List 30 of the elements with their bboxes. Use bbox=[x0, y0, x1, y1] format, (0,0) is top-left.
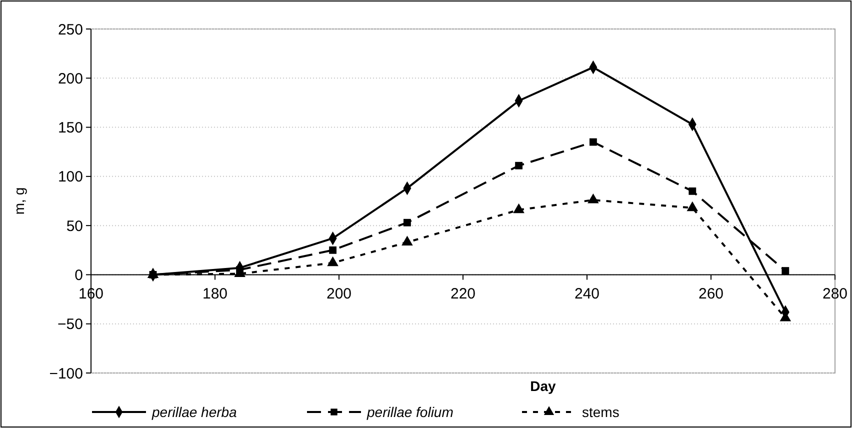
point bbox=[513, 203, 524, 214]
x-tick-label: 200 bbox=[326, 286, 352, 303]
x-tick-label: 280 bbox=[822, 286, 848, 303]
point bbox=[782, 267, 790, 274]
point bbox=[589, 138, 597, 146]
legend-label: stems bbox=[582, 404, 620, 420]
y-tick-label: 100 bbox=[58, 168, 83, 186]
y-tick-label: 50 bbox=[66, 218, 83, 235]
point bbox=[688, 187, 696, 195]
y-tick-label: 200 bbox=[58, 70, 83, 88]
y-tick-label: 0 bbox=[74, 266, 83, 284]
point bbox=[402, 236, 413, 246]
y-tick-label: −50 bbox=[58, 316, 83, 334]
y-tick-label: 250 bbox=[58, 21, 83, 38]
x-tick-label: 220 bbox=[450, 286, 476, 303]
x-axis-title: Day bbox=[530, 378, 556, 394]
legend-label: perillae herba bbox=[151, 404, 238, 420]
x-tick-label: 180 bbox=[202, 286, 228, 303]
point bbox=[403, 218, 411, 226]
y-tick-label: −100 bbox=[49, 365, 83, 382]
y-tick-label: 150 bbox=[58, 120, 83, 137]
point bbox=[686, 201, 698, 212]
y-axis-title: m, g bbox=[11, 187, 27, 215]
point bbox=[327, 256, 338, 266]
x-tick-label: 240 bbox=[574, 286, 600, 303]
x-tick-label: 260 bbox=[698, 286, 724, 303]
point bbox=[588, 194, 599, 204]
point bbox=[329, 246, 337, 254]
point bbox=[515, 162, 523, 170]
legend-label: perillae folium bbox=[366, 404, 454, 420]
